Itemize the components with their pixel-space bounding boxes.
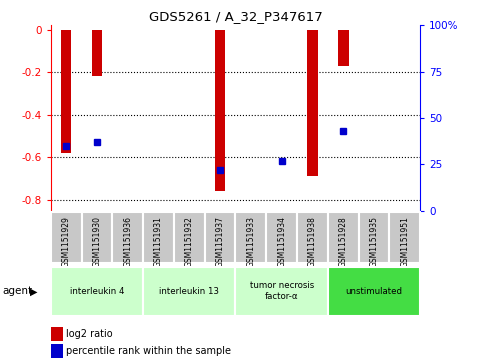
Text: log2 ratio: log2 ratio [66, 329, 113, 339]
Text: GSM1151951: GSM1151951 [400, 216, 409, 267]
Bar [236, 267, 328, 316]
Text: tumor necrosis
factor-α: tumor necrosis factor-α [250, 281, 314, 301]
Bar [205, 212, 236, 263]
Text: GSM1151936: GSM1151936 [123, 216, 132, 268]
Bar [328, 267, 420, 316]
Text: GSM1151929: GSM1151929 [62, 216, 71, 267]
Text: GSM1151932: GSM1151932 [185, 216, 194, 267]
Bar [236, 212, 266, 263]
Bar [143, 212, 174, 263]
Text: GSM1151934: GSM1151934 [277, 216, 286, 268]
Bar [143, 267, 236, 316]
Bar [82, 212, 112, 263]
Bar [266, 212, 297, 263]
Bar [112, 212, 143, 263]
Text: interleukin 13: interleukin 13 [159, 287, 219, 296]
Text: GSM1151938: GSM1151938 [308, 216, 317, 267]
Bar [297, 212, 328, 263]
Bar [214, 30, 226, 191]
Text: ▶: ▶ [30, 286, 38, 296]
Bar [338, 30, 349, 66]
Text: GSM1151937: GSM1151937 [215, 216, 225, 268]
Bar [358, 212, 389, 263]
Bar [328, 212, 358, 263]
Text: GSM1151930: GSM1151930 [92, 216, 101, 268]
Text: agent: agent [2, 286, 32, 296]
Bar [389, 212, 420, 263]
Text: GSM1151933: GSM1151933 [246, 216, 256, 268]
Bar [61, 30, 71, 153]
Bar [307, 30, 318, 176]
Title: GDS5261 / A_32_P347617: GDS5261 / A_32_P347617 [149, 10, 322, 23]
Bar [51, 212, 82, 263]
Text: percentile rank within the sample: percentile rank within the sample [66, 346, 231, 356]
Bar [174, 212, 205, 263]
Text: GSM1151931: GSM1151931 [154, 216, 163, 267]
Text: unstimulated: unstimulated [345, 287, 402, 296]
Text: GSM1151935: GSM1151935 [369, 216, 379, 268]
Bar [91, 30, 102, 77]
Text: interleukin 4: interleukin 4 [70, 287, 124, 296]
Bar [51, 267, 143, 316]
Text: GSM1151928: GSM1151928 [339, 216, 348, 267]
